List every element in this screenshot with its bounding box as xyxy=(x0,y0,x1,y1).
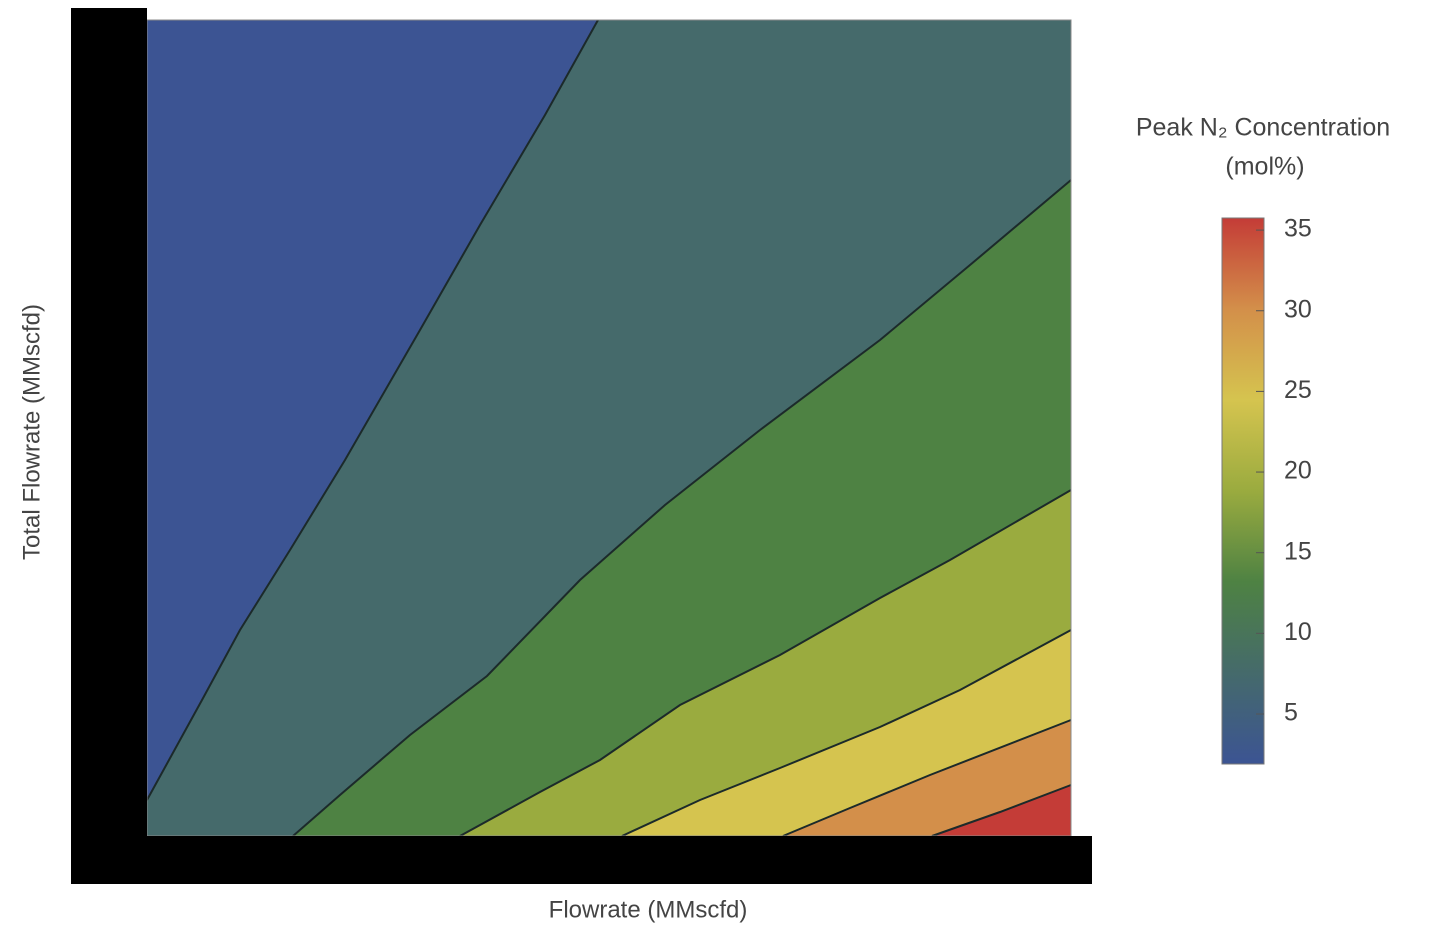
colorbar-tick-label: 20 xyxy=(1284,457,1312,485)
contour-line xyxy=(782,719,1072,837)
colorbar-tick-label: 5 xyxy=(1284,699,1298,727)
colorbar-tick-label: 15 xyxy=(1284,537,1312,565)
redacted-y-axis xyxy=(71,8,147,884)
contour-line xyxy=(931,784,1072,837)
colorbar-tick-label: 35 xyxy=(1284,215,1312,243)
x-axis-label: Flowrate (MMscfd) xyxy=(549,896,748,923)
contour-line xyxy=(292,179,1072,837)
colorbar-tick-label: 30 xyxy=(1284,295,1312,323)
contour-band xyxy=(932,785,1071,836)
y-axis-label: Total Flowrate (MMscfd) xyxy=(18,304,45,560)
colorbar-title: Peak N₂ Concentration xyxy=(1136,114,1390,142)
colorbar-tick-label: 10 xyxy=(1284,618,1312,646)
colorbar-unit: (mol%) xyxy=(1225,153,1304,181)
contour-line xyxy=(459,489,1072,837)
colorbar xyxy=(1221,217,1265,765)
colorbar-tick-label: 25 xyxy=(1284,376,1312,404)
contour-line xyxy=(621,629,1072,837)
redacted-x-axis xyxy=(71,836,1092,884)
contour-line xyxy=(146,19,599,801)
